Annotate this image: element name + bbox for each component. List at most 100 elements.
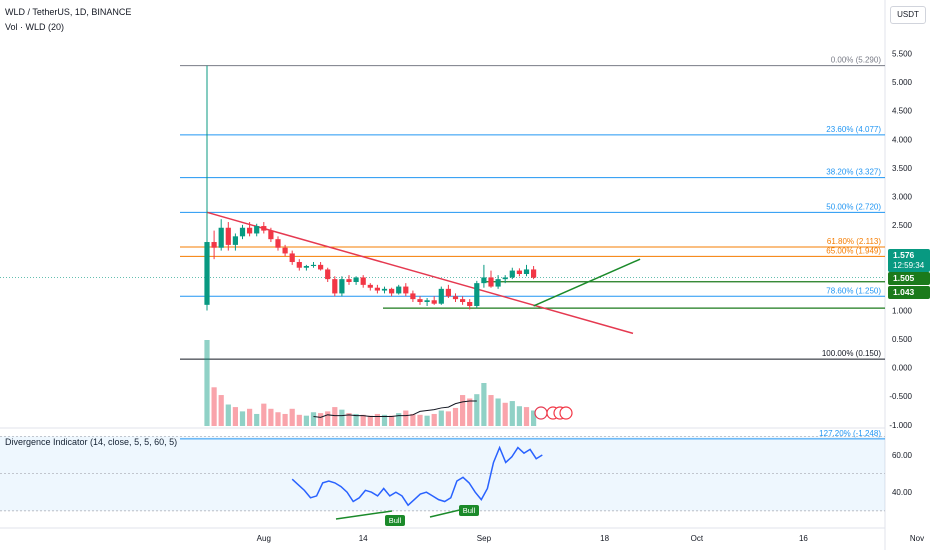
volume-bar [332,407,338,426]
candle-body [247,227,253,234]
volume-bar [261,403,267,426]
fib-level-label: 50.00% (2.720) [826,202,881,211]
candle-body [481,277,487,284]
volume-bar [296,414,302,426]
volume-bar [389,415,395,426]
candle-body [367,284,373,288]
candle-body [488,277,494,287]
fib-level-label: 61.80% (2.113) [827,237,881,246]
candle-body [239,227,246,237]
candle-body [438,288,444,304]
currency-selector[interactable]: USDT [890,6,926,24]
bull-label: Bull [463,506,476,515]
volume-bar [531,410,537,426]
candle-body [325,269,331,280]
symbol-title[interactable]: WLD / TetherUS, 1D, BINANCE [5,7,132,17]
candle-body [417,299,423,302]
candle-body [381,288,388,291]
volume-bar [403,410,409,426]
price-tick-label: 4.500 [892,107,913,116]
volume-bar [204,340,210,426]
indicator-tick-label: 40.00 [892,488,913,497]
volume-bar [353,413,359,426]
volume-bar [318,413,324,426]
volume-bar [275,412,281,426]
price-tick-label: 5.000 [892,78,913,87]
bull-label: Bull [389,516,402,525]
price-tick-label: 2.500 [892,221,913,230]
volume-bar [211,387,217,426]
candle-body [275,239,281,248]
candle-body [268,230,274,240]
candle-body [516,270,522,275]
candle-body [474,283,480,306]
price-tick-label: 0.500 [892,335,913,344]
candle-body [211,242,217,248]
volume-bar [268,408,274,426]
price-badge-label: 1.043 [893,287,915,297]
price-badge [888,249,930,272]
price-tick-label: 4.000 [892,135,913,144]
indicator-legend[interactable]: Divergence Indicator (14, close, 5, 5, 6… [5,437,177,447]
fib-level-label: 38.20% (3.327) [826,168,881,177]
bull-label-box [459,505,479,516]
price-badge [888,272,930,285]
candle-body [431,300,437,304]
volume-bar [509,401,515,426]
volume-bar [460,395,466,426]
event-earnings-icon [559,406,573,420]
indicator-line [291,445,543,507]
volume-bar [381,414,388,426]
bull-label-box [385,515,405,526]
downtrend-line [206,211,634,335]
volume-bar [360,414,366,426]
candle-body [310,264,317,267]
candle-body [452,296,459,300]
candle-body [403,286,409,294]
price-tick-label: 3.000 [892,192,913,201]
volume-bar [239,411,246,426]
volume-bar [410,413,416,426]
candle-body [261,226,267,231]
volume-bar [445,411,451,426]
volume-bar [303,415,309,426]
price-tick-label: 1.000 [892,307,913,316]
price-tick-label: 3.500 [892,164,913,173]
volume-bar [523,407,530,426]
volume-bar [232,407,238,426]
fib-level-label: 23.60% (4.077) [826,125,881,134]
time-tick-label: 18 [600,534,609,543]
volume-bar [289,408,295,426]
candle-body [460,299,466,302]
volume-legend[interactable]: Vol · WLD (20) [5,22,65,32]
volume-bar [247,408,253,426]
time-tick-label: Oct [691,534,704,543]
candle-body [289,253,295,263]
volume-bar [438,410,444,426]
fib-level-label: 127.20% (-1.248) [819,429,881,438]
price-badge [888,286,930,299]
candle-body [218,227,224,248]
volume-bar [488,395,494,426]
volume-bar [452,407,459,426]
candle-body [353,277,359,282]
volume-bar [225,404,231,426]
indicator-tick-label: 60.00 [892,451,913,460]
candle-body [531,269,537,278]
time-tick-label: Aug [257,534,271,543]
candle-body [346,279,352,282]
candle-body [502,277,508,280]
fib-level-label: 100.00% (0.150) [822,349,881,358]
volume-bar [424,415,430,426]
candle-body [509,270,515,278]
candle-body [360,277,366,285]
candle-body [523,269,530,275]
volume-bar [325,411,331,426]
volume-ma-line [313,400,477,418]
volume-bar [310,412,317,426]
volume-bar [374,413,380,426]
price-tick-label: -0.500 [889,392,912,401]
bull-divergence-line [335,510,393,520]
